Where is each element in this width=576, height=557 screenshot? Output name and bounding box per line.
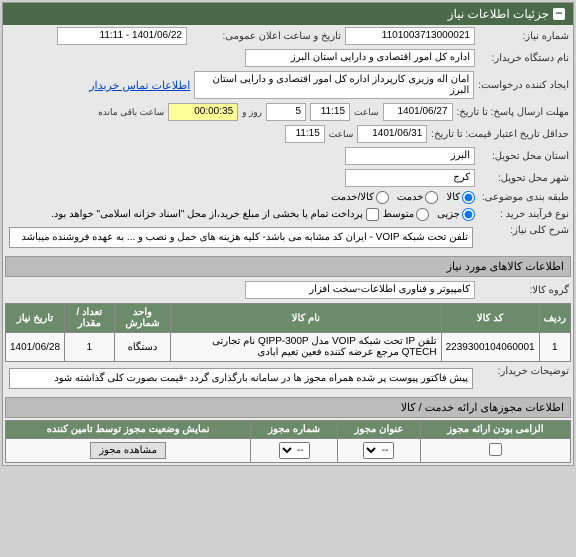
min-valid-label: حداقل تاریخ اعتبار قیمت: تا تاریخ: [431, 129, 569, 140]
collapse-icon[interactable]: − [553, 8, 565, 20]
deadline-date-field: 1401/06/27 [383, 103, 453, 121]
proc-medium-radio[interactable] [416, 208, 429, 221]
creator-field: امان اله وزیری کارپرداز اداره کل امور اق… [194, 71, 474, 99]
need-no-field: 1101003713000021 [345, 27, 475, 45]
buyer-org-label: نام دستگاه خریدار: [479, 53, 569, 64]
city-field: کرج [345, 169, 475, 187]
days-label: روز و [242, 107, 262, 118]
group-field: کامپیوتر و فناوری اطلاعات-سخت افزار [245, 281, 475, 299]
creator-label: ایجاد کننده درخواست: [478, 80, 569, 91]
time-label-2: ساعت [329, 129, 354, 140]
th-code: کد کالا [441, 304, 539, 333]
deadline-time-field: 11:15 [310, 103, 350, 121]
panel-header: − جزئیات اطلاعات نیاز [3, 3, 573, 25]
td-idx: 1 [539, 333, 570, 362]
buyer-org-field: اداره کل امور اقتصادی و دارایی استان الب… [245, 49, 475, 67]
license-num-select[interactable]: -- [279, 442, 310, 459]
license-required-checkbox[interactable] [489, 443, 502, 456]
th-unit: واحد شمارش [114, 304, 171, 333]
public-date-label: تاریخ و ساعت اعلان عمومی: [191, 31, 341, 42]
desc-label: شرح کلی نیاز: [479, 225, 569, 236]
min-valid-time-field: 11:15 [285, 125, 325, 143]
cat-both-radio[interactable] [376, 191, 389, 204]
td-name: تلفن IP تحت شبکه VOIP مدل QIPP-300P نام … [171, 333, 441, 362]
cat-goods-radio[interactable] [462, 191, 475, 204]
view-license-button[interactable]: مشاهده مجوز [90, 442, 166, 459]
time-label-1: ساعت [354, 107, 379, 118]
group-label: گروه کالا: [479, 285, 569, 296]
pay-note: پرداخت تمام یا بخشی از مبلغ خرید،از محل … [51, 209, 363, 220]
explain-box: پیش فاکتور پیوست پر شده همراه مجوز ها در… [9, 368, 473, 389]
lth-title: عنوان مجوز [338, 421, 421, 439]
th-name: نام کالا [171, 304, 441, 333]
th-idx: ردیف [539, 304, 570, 333]
explain-label: توضیحات خریدار: [479, 366, 569, 377]
goods-table: ردیف کد کالا نام کالا واحد شمارش تعداد /… [5, 303, 571, 362]
lth-req: الزامی بودن ارائه مجوز [420, 421, 570, 439]
need-no-label: شماره نیاز: [479, 31, 569, 42]
cat-service-radio[interactable] [425, 191, 438, 204]
category-label: طبقه بندی موضوعی: [479, 192, 569, 203]
license-section-bar: اطلاعات مجوزهای ارائه خدمت / کالا [5, 397, 571, 418]
td-qty: 1 [65, 333, 115, 362]
license-title-select[interactable]: -- [363, 442, 394, 459]
details-panel: − جزئیات اطلاعات نیاز شماره نیاز: 110100… [2, 2, 574, 466]
remaining-label: ساعت باقی مانده [98, 107, 164, 118]
city-label: شهر محل تحویل: [479, 173, 569, 184]
lth-view: نمایش وضعیت مجوز توسط تامین کننده [6, 421, 251, 439]
td-unit: دستگاه [114, 333, 171, 362]
days-field: 5 [266, 103, 306, 121]
deadline-label: مهلت ارسال پاسخ: تا تاریخ: [457, 107, 569, 118]
contact-link[interactable]: اطلاعات تماس خریدار [89, 79, 190, 92]
public-date-field: 1401/06/22 - 11:11 [57, 27, 187, 45]
table-row: 1 2239300104060001 تلفن IP تحت شبکه VOIP… [6, 333, 571, 362]
remaining-field: 00:00:35 [168, 103, 238, 121]
th-date: تاریخ نیاز [6, 304, 65, 333]
td-code: 2239300104060001 [441, 333, 539, 362]
license-row: -- -- مشاهده مجوز [6, 439, 571, 463]
panel-title: جزئیات اطلاعات نیاز [448, 7, 549, 21]
th-qty: تعداد / مقدار [65, 304, 115, 333]
license-table: الزامی بودن ارائه مجوز عنوان مجوز شماره … [5, 420, 571, 463]
process-radio-group: جزیی متوسط [383, 208, 475, 221]
category-radio-group: کالا خدمت کالا/خدمت [331, 191, 475, 204]
goods-section-bar: اطلاعات کالاهای مورد نیاز [5, 256, 571, 277]
min-valid-date-field: 1401/06/31 [357, 125, 427, 143]
lth-num: شماره مجوز [251, 421, 338, 439]
pay-checkbox[interactable] [366, 208, 379, 221]
province-label: استان محل تحویل: [479, 151, 569, 162]
province-field: البرز [345, 147, 475, 165]
desc-box: تلفن تحت شبکه VOIP - ایران کد مشابه می ب… [9, 227, 473, 248]
proc-small-radio[interactable] [462, 208, 475, 221]
td-date: 1401/06/28 [6, 333, 65, 362]
process-label: نوع فرآیند خرید : [479, 209, 569, 220]
